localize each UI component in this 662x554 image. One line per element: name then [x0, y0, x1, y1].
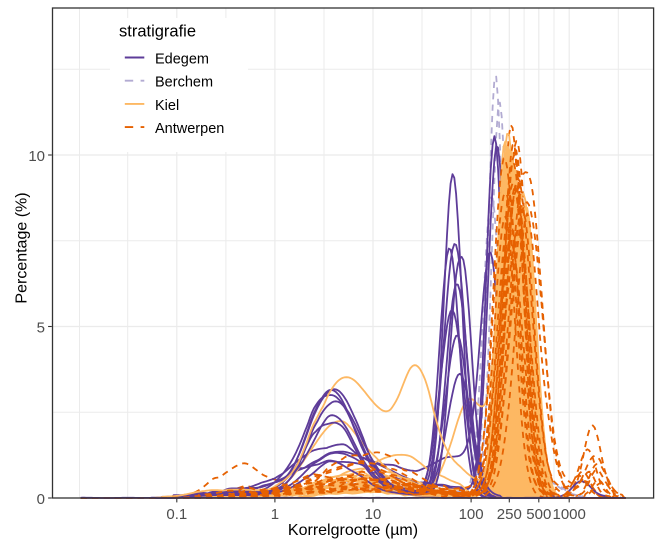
- svg-text:Kiel: Kiel: [155, 98, 179, 114]
- svg-text:stratigrafie: stratigrafie: [119, 23, 196, 41]
- svg-text:1000: 1000: [553, 506, 586, 523]
- svg-text:500: 500: [526, 506, 551, 523]
- svg-text:100: 100: [459, 506, 484, 523]
- svg-text:1: 1: [271, 506, 279, 523]
- svg-text:Korrelgrootte (µm): Korrelgrootte (µm): [288, 522, 418, 539]
- svg-text:0.1: 0.1: [166, 506, 187, 523]
- svg-text:Edegem: Edegem: [155, 51, 209, 67]
- svg-text:0: 0: [37, 491, 45, 508]
- svg-text:5: 5: [37, 320, 45, 337]
- svg-text:250: 250: [497, 506, 522, 523]
- svg-text:Antwerpen: Antwerpen: [155, 121, 224, 137]
- svg-text:Berchem: Berchem: [155, 75, 213, 91]
- svg-text:Percentage (%): Percentage (%): [14, 192, 31, 303]
- svg-text:10: 10: [28, 148, 45, 165]
- svg-text:10: 10: [365, 506, 382, 523]
